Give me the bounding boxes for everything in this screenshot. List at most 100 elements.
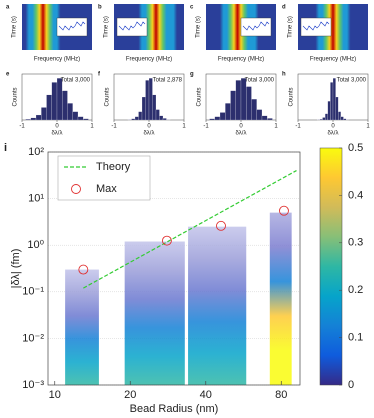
histogram-bar bbox=[145, 80, 150, 121]
histogram-bar bbox=[322, 117, 326, 121]
histogram-bar bbox=[246, 86, 252, 121]
histogram-bar bbox=[332, 78, 336, 121]
legend-label: Theory bbox=[96, 161, 131, 173]
annotation: Total 3,000 bbox=[337, 78, 367, 84]
legend-label: Max bbox=[96, 183, 117, 195]
y-tick-label: 10⁻² bbox=[22, 332, 44, 344]
histogram-bar bbox=[67, 103, 73, 121]
histogram-bar bbox=[214, 116, 221, 121]
x-tick-label: 1 bbox=[182, 124, 186, 130]
bar bbox=[188, 226, 247, 385]
y-axis-label: Time (s) bbox=[196, 16, 202, 38]
x-tick-label: -1 bbox=[203, 124, 209, 130]
x-tick-label: 1 bbox=[274, 124, 278, 130]
x-axis-label: Frequency (MHz) bbox=[310, 57, 356, 63]
panel-i: i 10⁻³ 10⁻² 10⁻¹ 10⁰ 10¹ 10² 10 20 40 80 Bead Radiu… bbox=[4, 142, 363, 415]
inset-trace bbox=[302, 21, 330, 31]
panel-label: b bbox=[98, 5, 102, 11]
y-axis-label: |δλ| (fm) bbox=[10, 249, 22, 289]
x-tick-label: 10 bbox=[49, 389, 61, 401]
max-marker bbox=[279, 205, 289, 216]
x-tick-label: -1 bbox=[19, 124, 25, 130]
histogram-bar bbox=[256, 109, 263, 121]
histogram-bar bbox=[338, 111, 341, 121]
colorbar-tick-label: 0.2 bbox=[348, 284, 363, 296]
histogram-bar bbox=[134, 116, 139, 121]
x-tick-label: 20 bbox=[124, 389, 136, 401]
histogram-bar bbox=[240, 78, 247, 121]
x-axis-label: Bead Radius (nm) bbox=[130, 403, 219, 415]
histogram-bar bbox=[343, 118, 347, 121]
legend-swatch bbox=[71, 184, 81, 194]
y-axis-label: Time (s) bbox=[288, 16, 294, 38]
y-axis-label: Counts bbox=[197, 87, 203, 106]
panel-label: a bbox=[6, 5, 10, 11]
histogram-bar bbox=[152, 94, 157, 121]
y-axis-label: Time (s) bbox=[12, 16, 18, 38]
panel-label: f bbox=[98, 72, 101, 78]
x-tick-label: 1 bbox=[90, 124, 94, 130]
y-tick-label: 10² bbox=[28, 146, 44, 158]
y-axis-label: Counts bbox=[13, 87, 19, 106]
panel-label: c bbox=[190, 5, 194, 11]
x-tick-label: 1 bbox=[366, 124, 370, 130]
histogram-bar bbox=[319, 119, 323, 121]
panel-label: d bbox=[282, 5, 286, 11]
annotation: Total 2,878 bbox=[153, 78, 183, 84]
histogram-bar bbox=[261, 115, 268, 121]
panel-label: e bbox=[6, 72, 10, 78]
x-tick-label: 0 bbox=[147, 124, 151, 130]
y-tick-label: 10⁻³ bbox=[22, 379, 44, 391]
max-marker bbox=[161, 235, 172, 246]
y-axis-label: Counts bbox=[289, 87, 295, 106]
plot-frame bbox=[47, 151, 301, 386]
panel-label: h bbox=[282, 72, 286, 78]
y-tick-label: 10¹ bbox=[28, 193, 44, 205]
panel-label: g bbox=[190, 72, 194, 78]
histogram-bar bbox=[327, 101, 331, 121]
histogram-bar bbox=[131, 118, 136, 121]
x-axis-label: δλ/λ bbox=[236, 131, 247, 137]
x-axis-label: δλ/λ bbox=[144, 131, 155, 137]
colorbar-tick-label: 0.5 bbox=[348, 142, 363, 154]
x-tick-label: 0 bbox=[55, 124, 59, 130]
histogram-bar bbox=[225, 103, 231, 121]
y-axis-label: Counts bbox=[105, 87, 111, 106]
y-tick-label: 10⁰ bbox=[27, 239, 44, 251]
colorbar-tick-label: 0.1 bbox=[348, 332, 363, 344]
histogram-bar bbox=[35, 114, 42, 121]
histogram-bar bbox=[56, 78, 63, 121]
histogram-bar bbox=[155, 109, 160, 121]
histogram-bar bbox=[138, 111, 143, 121]
max-marker bbox=[78, 264, 89, 275]
x-tick-label: 80 bbox=[275, 389, 287, 401]
histogram-bar bbox=[46, 94, 52, 121]
y-axis-label: Time (s) bbox=[104, 16, 110, 38]
bar bbox=[65, 269, 99, 385]
x-tick-label: -1 bbox=[295, 124, 301, 130]
x-tick-label: 40 bbox=[200, 389, 212, 401]
histogram-bar bbox=[30, 117, 37, 121]
histogram-bar bbox=[330, 82, 334, 121]
inset-trace bbox=[242, 21, 270, 31]
x-axis-label: Frequency (MHz) bbox=[218, 57, 264, 63]
histogram-bar bbox=[51, 82, 58, 121]
histogram-bar bbox=[230, 90, 236, 121]
bar bbox=[269, 212, 292, 385]
annotation: Total 3,000 bbox=[61, 78, 91, 84]
histogram-bar bbox=[162, 118, 167, 121]
histogram-bar bbox=[340, 116, 344, 121]
colorbar bbox=[319, 147, 343, 386]
colorbar-tick-label: 0 bbox=[348, 379, 354, 391]
histogram-bar bbox=[148, 78, 153, 121]
histogram-bar bbox=[335, 96, 339, 121]
x-tick-label: 0 bbox=[331, 124, 335, 130]
histogram-bar bbox=[251, 98, 257, 121]
panel-label: i bbox=[4, 142, 7, 154]
histogram-bar bbox=[83, 118, 89, 121]
histogram-bar bbox=[209, 118, 215, 121]
histogram-bar bbox=[325, 113, 328, 121]
y-tick-label: 10⁻¹ bbox=[22, 286, 44, 298]
inset-trace bbox=[58, 21, 86, 31]
